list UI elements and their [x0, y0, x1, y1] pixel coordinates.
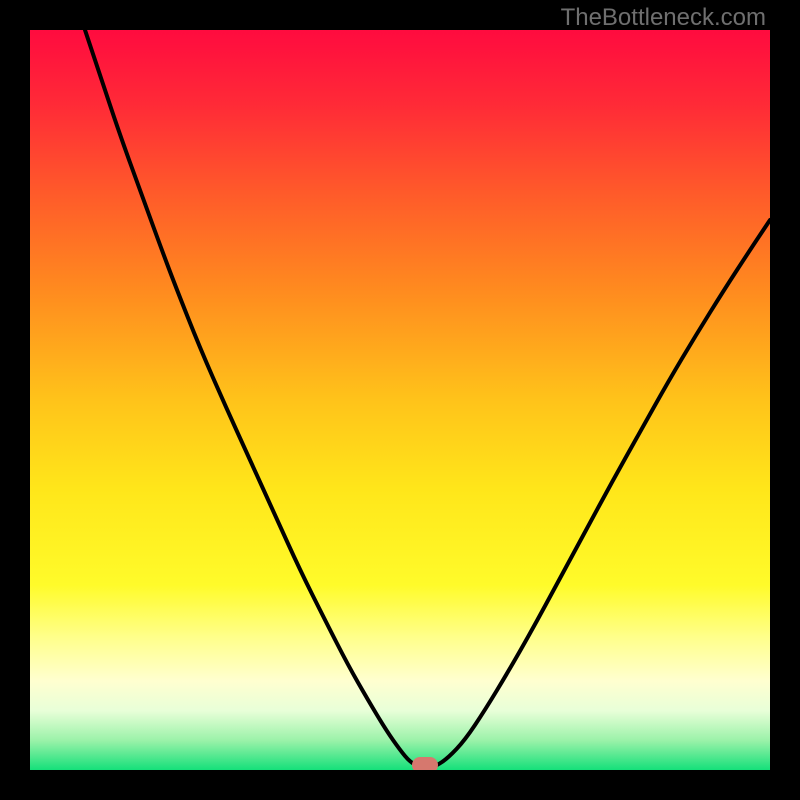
chart-frame: TheBottleneck.com [0, 0, 800, 800]
optimum-marker [412, 757, 438, 770]
plot-area [30, 30, 770, 770]
watermark-text: TheBottleneck.com [561, 4, 766, 32]
bottleneck-curve [30, 30, 770, 770]
